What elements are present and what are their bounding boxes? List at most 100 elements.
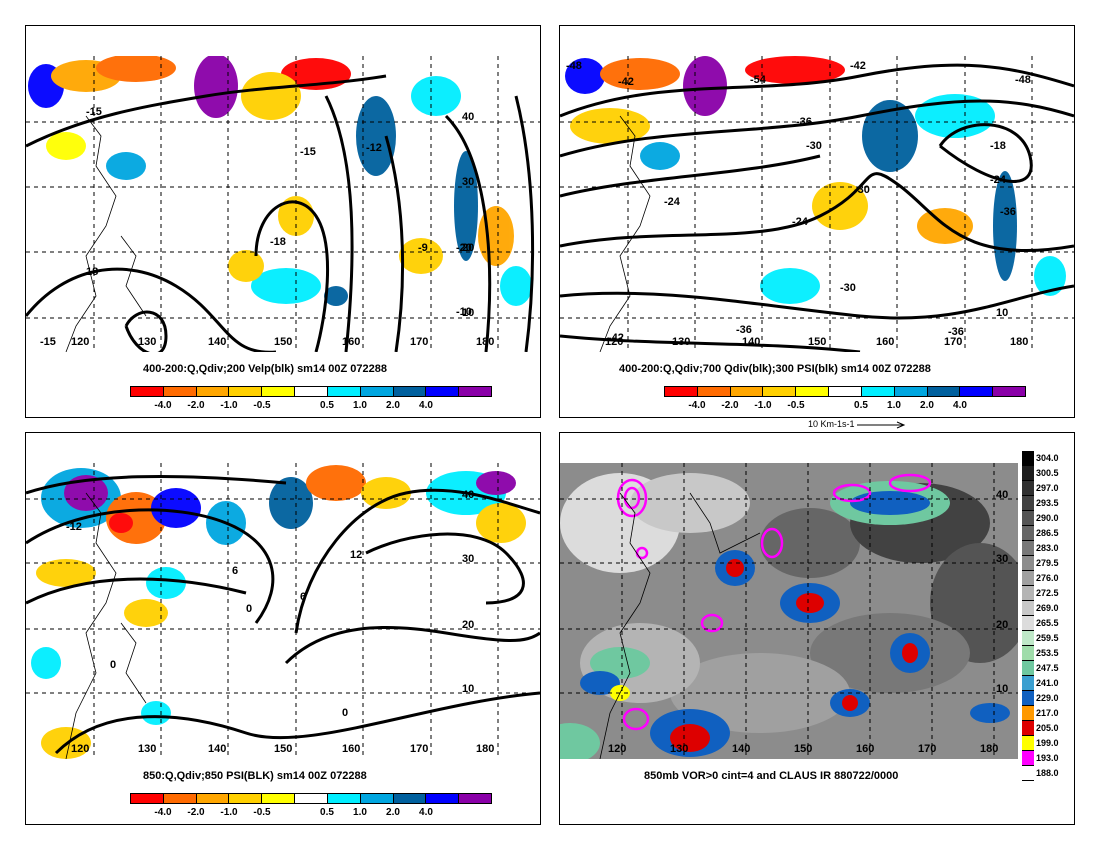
ir-colorbar-label: 188.0 (1036, 768, 1059, 778)
ir-colorbar-swatch (1022, 661, 1034, 676)
contour-label: -9 (418, 242, 428, 254)
panel-bottom-left: -12 6 0 12 6 0 0 120 130 140 150 160 170… (25, 432, 541, 825)
contour-label: -36 (948, 326, 964, 338)
colorbar-label: 1.0 (887, 400, 901, 411)
contour-label: -24 (990, 174, 1006, 186)
colorbar-label: -0.5 (253, 807, 271, 818)
contour-label: -18 (270, 236, 286, 248)
colorbar-swatch (829, 387, 862, 396)
colorbar-label: 4.0 (419, 400, 433, 411)
ir-colorbar-label: 229.0 (1036, 693, 1059, 703)
colorbar-label: -4.0 (688, 400, 706, 411)
colorbar-label: 2.0 (920, 400, 934, 411)
ir-colorbar-label: 269.0 (1036, 603, 1059, 613)
contour-label: -10 (456, 306, 472, 318)
contour-label: -36 (796, 116, 812, 128)
lon-label: 150 (274, 743, 293, 755)
colorbar-label: -4.0 (154, 400, 172, 411)
contour-label: 12 (350, 549, 363, 561)
colorbar-swatch (796, 387, 830, 396)
ir-colorbar-swatch (1022, 451, 1034, 466)
lon-label: 180 (1010, 336, 1029, 348)
ir-colorbar-label: 297.0 (1036, 483, 1059, 493)
map-canvas-top-left (26, 56, 540, 352)
colorbar-swatch (262, 387, 296, 396)
colorbar-swatch (665, 387, 698, 396)
lon-label: 140 (732, 743, 751, 755)
contour-label: -15 (86, 106, 102, 118)
contour-label: 0 (246, 603, 253, 615)
lon-label: 150 (808, 336, 827, 348)
lon-label: 170 (944, 336, 963, 348)
colorbar-swatch (426, 794, 460, 803)
colorbar-swatch (229, 794, 263, 803)
colorbar-label: -0.5 (787, 400, 805, 411)
lat-label: 30 (996, 553, 1009, 565)
colorbar-swatch (327, 794, 361, 803)
colorbar-swatch (993, 387, 1025, 396)
lat-label: 40 (462, 111, 475, 123)
contour-label: -20 (456, 242, 472, 254)
map-top-left: -15 -15 -18 -12 -9 -20 -10 18 -15 120 13… (26, 56, 540, 352)
ir-colorbar-swatch (1022, 556, 1034, 571)
ir-colorbar-swatch (1022, 631, 1034, 646)
colorbar-swatch (360, 794, 394, 803)
lon-label: 130 (138, 743, 157, 755)
ir-colorbar-swatch (1022, 481, 1034, 496)
lat-label: 10 (462, 307, 475, 319)
contour-label: -36 (736, 324, 752, 336)
ir-colorbar-swatch (1022, 616, 1034, 631)
colorbar-swatch (894, 387, 928, 396)
ir-colorbar-label: 253.5 (1036, 648, 1059, 658)
lon-label: 180 (476, 743, 495, 755)
lon-label: 120 (71, 743, 90, 755)
panel-bottom-right: 120 130 140 150 160 170 180 40 30 20 10 … (559, 432, 1075, 825)
contour-label: -15 (40, 336, 56, 348)
colorbar-label: 4.0 (419, 807, 433, 818)
contour-label: -24 (792, 216, 808, 228)
colorbar-swatch (163, 794, 197, 803)
contour-label: -54 (750, 74, 766, 86)
contour-label: -48 (1015, 74, 1031, 86)
ir-colorbar-swatch (1022, 511, 1034, 526)
ir-colorbar-label: 247.5 (1036, 663, 1059, 673)
colorbar-label: 2.0 (386, 400, 400, 411)
lon-label: 160 (856, 743, 875, 755)
ir-colorbar-label: 300.5 (1036, 468, 1059, 478)
qdiv-colorbar (664, 386, 1026, 397)
colorbar-label: 2.0 (386, 807, 400, 818)
contour-label: -24 (664, 196, 680, 208)
lat-label: 30 (462, 553, 475, 565)
colorbar-swatch (697, 387, 731, 396)
lon-label: 180 (980, 743, 999, 755)
lat-label: 10 (996, 307, 1009, 319)
colorbar-label: 1.0 (353, 807, 367, 818)
colorbar-swatch (262, 794, 296, 803)
lat-label: 10 (996, 683, 1009, 695)
panel-caption: 850:Q,Qdiv;850 PSI(BLK) sm14 00Z 072288 (143, 770, 367, 782)
ir-colorbar-label: 286.5 (1036, 528, 1059, 538)
lon-label: 180 (476, 336, 495, 348)
lon-label: 120 (608, 743, 627, 755)
reference-vector: 10 Km-1s-1 (808, 419, 907, 429)
colorbar-label: -0.5 (253, 400, 271, 411)
colorbar-swatch (131, 794, 164, 803)
colorbar-swatch (459, 387, 491, 396)
ir-colorbar-swatch (1022, 706, 1034, 721)
contour-label: -30 (806, 140, 822, 152)
colorbar-label: -2.0 (187, 807, 205, 818)
lon-label: 130 (138, 336, 157, 348)
ir-colorbar-swatch (1022, 526, 1034, 541)
map-top-right: -48 -42 -54 -42 -36 -30 -18 -24 -24 -30 … (560, 56, 1074, 352)
lat-label: 40 (462, 489, 475, 501)
contour-label: 0 (110, 659, 117, 671)
ir-colorbar-swatch (1022, 541, 1034, 556)
ir-colorbar-swatch (1022, 571, 1034, 586)
contour-label: -36 (1000, 206, 1016, 218)
colorbar-label: -1.0 (754, 400, 772, 411)
lat-label: 20 (462, 242, 475, 254)
lon-label: 160 (342, 743, 361, 755)
contour-label: 6 (300, 591, 307, 603)
panel-top-left: -15 -15 -18 -12 -9 -20 -10 18 -15 120 13… (25, 25, 541, 418)
contour-label: -12 (366, 142, 382, 154)
